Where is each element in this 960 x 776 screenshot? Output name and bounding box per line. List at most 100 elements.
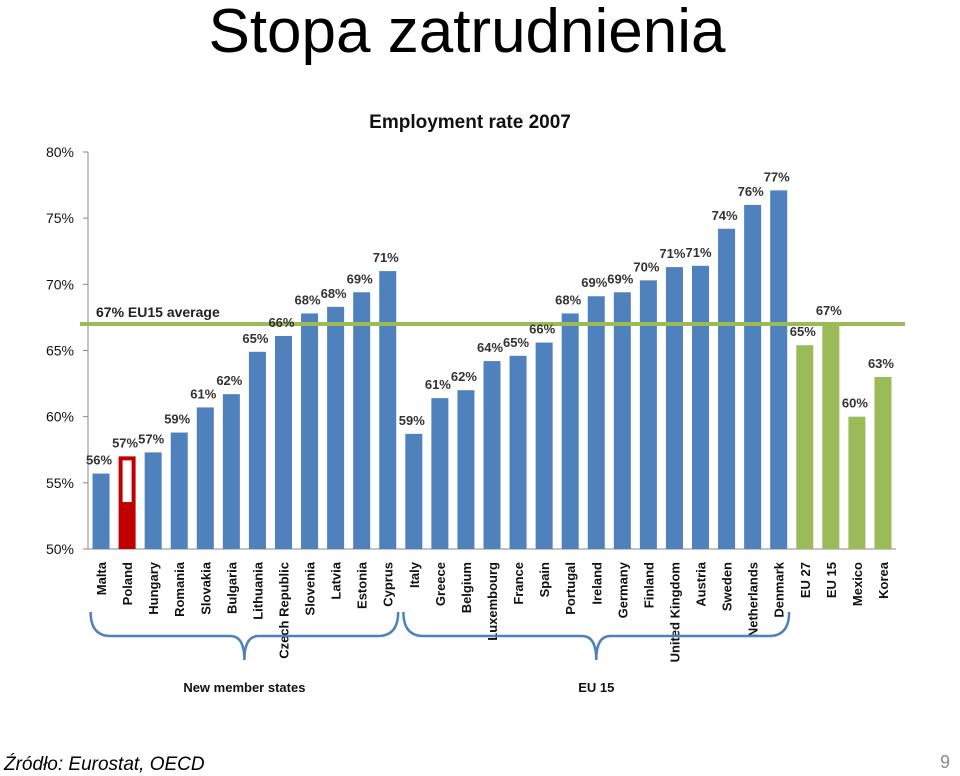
bar-greece bbox=[431, 398, 449, 549]
bar-romania bbox=[170, 432, 188, 549]
data-label: 71% bbox=[373, 250, 399, 265]
y-tick-label: 75% bbox=[46, 210, 74, 226]
data-label: 70% bbox=[633, 259, 659, 274]
bar-malta bbox=[92, 473, 110, 549]
x-tick-label: Romania bbox=[172, 561, 187, 617]
data-label: 74% bbox=[712, 208, 738, 223]
eu15-average-line: 67% EU15 average bbox=[80, 304, 905, 327]
x-tick-label: Finland bbox=[641, 562, 656, 608]
bar-france bbox=[509, 355, 527, 549]
bar-portugal bbox=[561, 313, 579, 549]
chart-title: Employment rate 2007 bbox=[369, 112, 571, 133]
reference-line-label: 67% EU15 average bbox=[96, 304, 220, 320]
data-labels: 56%57% 57%59%61%62%65%66%68% 68%69%71%59%6… bbox=[86, 169, 894, 467]
x-tick-label: Cyprus bbox=[381, 562, 396, 607]
x-tick-label: Spain bbox=[537, 562, 552, 597]
x-tick-label: Denmark bbox=[772, 561, 787, 617]
group-label: New member states bbox=[183, 680, 305, 695]
y-axis: 50% 55% 60% 65% 70% 75% 80% bbox=[46, 144, 88, 557]
x-tick-label: Sweden bbox=[720, 562, 735, 611]
x-tick-label: Lithuania bbox=[250, 561, 265, 620]
bar-bulgaria bbox=[222, 394, 240, 549]
data-label: 67% bbox=[816, 303, 842, 318]
group-brace bbox=[402, 611, 791, 661]
group-brace bbox=[89, 611, 400, 661]
bar-czech-republic bbox=[274, 335, 292, 549]
data-label: 68% bbox=[295, 292, 321, 307]
x-tick-label: Hungary bbox=[146, 561, 161, 615]
data-label: 59% bbox=[399, 413, 425, 428]
data-label: 69% bbox=[607, 271, 633, 286]
bar-spain bbox=[535, 342, 553, 549]
bar-finland bbox=[639, 280, 657, 549]
bar-cyprus bbox=[379, 271, 397, 549]
bar-highlight-inner bbox=[122, 460, 132, 503]
bar-luxembourg bbox=[483, 361, 501, 549]
bar-slovakia bbox=[196, 407, 214, 549]
bar-korea bbox=[874, 376, 892, 549]
data-label: 65% bbox=[242, 331, 268, 346]
x-tick-label: Korea bbox=[876, 561, 891, 599]
x-tick-label: Portugal bbox=[563, 562, 578, 615]
data-label: 62% bbox=[216, 373, 242, 388]
bar-germany bbox=[613, 292, 631, 549]
x-tick-label: Germany bbox=[615, 561, 630, 618]
data-label: 77% bbox=[764, 169, 790, 184]
bar-austria bbox=[692, 265, 710, 549]
bar-latvia bbox=[327, 306, 345, 549]
x-tick-label: Mexico bbox=[850, 562, 865, 606]
x-tick-label: Austria bbox=[694, 561, 709, 607]
bar-sweden bbox=[718, 228, 736, 549]
y-tick-label: 70% bbox=[46, 276, 74, 292]
bar-netherlands bbox=[744, 204, 762, 549]
data-label: 57% bbox=[112, 435, 138, 450]
x-tick-label: Bulgaria bbox=[224, 561, 239, 614]
group-label: EU 15 bbox=[578, 680, 614, 695]
bar-denmark bbox=[770, 190, 788, 550]
x-tick-label: France bbox=[511, 562, 526, 605]
x-tick-label: Slovakia bbox=[198, 561, 213, 615]
x-tick-label: Czech Republic bbox=[276, 562, 291, 659]
group-braces: New member states EU 15 bbox=[89, 611, 791, 695]
source-note: Źródło: Eurostat, OECD bbox=[4, 754, 205, 775]
bar-united-kingdom bbox=[665, 267, 683, 549]
bar-mexico bbox=[848, 416, 866, 549]
y-tick-label: 50% bbox=[46, 541, 74, 557]
data-label: 60% bbox=[842, 396, 868, 411]
bar-ireland bbox=[587, 296, 605, 549]
y-tick-label: 55% bbox=[46, 475, 74, 491]
data-label: 76% bbox=[738, 184, 764, 199]
x-tick-label: Belgium bbox=[459, 562, 474, 613]
x-tick-label: Estonia bbox=[355, 561, 370, 609]
data-label: 65% bbox=[503, 335, 529, 350]
bar-estonia bbox=[353, 292, 371, 549]
x-tick-label: Netherlands bbox=[746, 562, 761, 637]
x-tick-label: United Kingdom bbox=[667, 562, 682, 662]
bar-belgium bbox=[457, 390, 475, 549]
bar-slovenia bbox=[301, 313, 319, 549]
data-label: 61% bbox=[425, 377, 451, 392]
x-tick-label: Poland bbox=[120, 562, 135, 605]
data-label: 68% bbox=[555, 292, 581, 307]
data-label: 69% bbox=[581, 275, 607, 290]
slide-title: Stopa zatrudnienia bbox=[208, 0, 726, 66]
x-tick-label: Greece bbox=[433, 562, 448, 606]
bar-hungary bbox=[144, 452, 162, 549]
data-label: 66% bbox=[268, 315, 294, 330]
y-tick-label: 60% bbox=[46, 409, 74, 425]
y-tick-label: 65% bbox=[46, 343, 74, 359]
x-tick-label: Luxembourg bbox=[485, 562, 500, 641]
data-label: 68% bbox=[321, 286, 347, 301]
x-tick-label: Italy bbox=[407, 561, 422, 588]
data-label: 63% bbox=[868, 356, 894, 371]
data-label: 56% bbox=[86, 453, 112, 468]
bar-eu-27 bbox=[796, 345, 814, 549]
bar-eu-15 bbox=[822, 324, 840, 549]
x-tick-label: Ireland bbox=[589, 562, 604, 605]
data-label: 71% bbox=[659, 246, 685, 261]
bar-lithuania bbox=[248, 351, 266, 549]
page-number: 9 bbox=[939, 752, 950, 772]
bar-italy bbox=[405, 433, 423, 549]
data-label: 64% bbox=[477, 340, 503, 355]
